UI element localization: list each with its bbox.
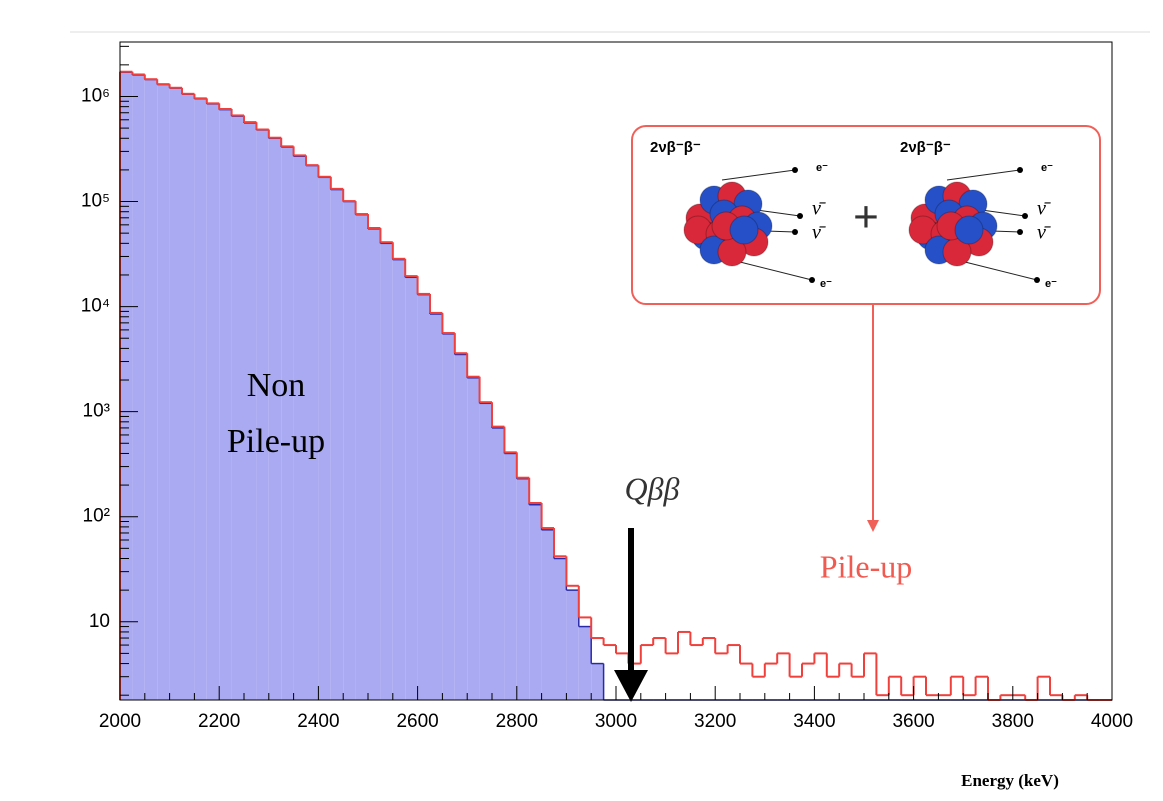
bar bbox=[132, 75, 145, 700]
annotation: Non bbox=[247, 367, 306, 404]
bar bbox=[293, 156, 306, 700]
bar bbox=[504, 453, 517, 700]
bar bbox=[541, 529, 554, 700]
x-tick-label: 3200 bbox=[694, 711, 736, 732]
x-axis-label: Energy (keV) bbox=[961, 771, 1059, 790]
particle bbox=[1017, 229, 1023, 235]
x-tick-label: 2400 bbox=[297, 711, 339, 732]
nucleon bbox=[729, 215, 759, 245]
inset-connector-head bbox=[867, 520, 879, 532]
nucleon bbox=[954, 215, 984, 245]
bar bbox=[194, 98, 207, 701]
bar bbox=[231, 116, 244, 700]
bar bbox=[442, 333, 455, 700]
particle bbox=[797, 213, 803, 219]
particle bbox=[1034, 277, 1040, 283]
bar bbox=[405, 277, 418, 700]
bar bbox=[492, 427, 505, 700]
bar bbox=[219, 109, 232, 700]
particle-track bbox=[946, 169, 1021, 181]
plot-area: 2000 2200 2400 2600 2800 3000 3200 3400 3600 3800… bbox=[81, 41, 1133, 732]
bar bbox=[120, 72, 133, 700]
y-tick-label: 10 bbox=[89, 611, 110, 632]
bar bbox=[343, 201, 356, 700]
bar bbox=[516, 478, 530, 700]
x-tick-label: 2600 bbox=[396, 711, 438, 732]
bar bbox=[318, 177, 331, 700]
annotation: Pile-up bbox=[227, 423, 325, 460]
bar bbox=[454, 354, 468, 700]
bar bbox=[529, 504, 542, 700]
y-tick-label: 10⁶ bbox=[81, 85, 110, 106]
bar bbox=[182, 94, 195, 701]
bar bbox=[392, 259, 406, 700]
electron-label: e⁻ bbox=[1041, 162, 1053, 174]
x-tick-label: 2800 bbox=[496, 711, 538, 732]
inset-box bbox=[631, 125, 1101, 305]
x-tick-label: 3400 bbox=[793, 711, 835, 732]
electron-label: e⁻ bbox=[816, 162, 828, 174]
x-tick-label: 3000 bbox=[595, 711, 637, 732]
bar bbox=[306, 165, 319, 700]
particle bbox=[792, 229, 798, 235]
bar bbox=[330, 189, 344, 701]
bar bbox=[169, 88, 182, 701]
inset-label: 2νβ⁻β⁻ bbox=[650, 139, 701, 156]
bar bbox=[578, 626, 592, 700]
bar bbox=[268, 138, 282, 701]
x-tick-label: 3800 bbox=[992, 711, 1034, 732]
electron-label: e⁻ bbox=[820, 278, 832, 290]
bar bbox=[157, 84, 170, 700]
y-tick-label: 10⁵ bbox=[81, 191, 110, 212]
annotation: Pile-up bbox=[820, 548, 912, 584]
bar bbox=[430, 314, 443, 700]
particle bbox=[1022, 213, 1028, 219]
bar bbox=[479, 403, 492, 700]
bar bbox=[256, 129, 269, 700]
bar bbox=[566, 590, 579, 700]
x-tick-label: 2200 bbox=[198, 711, 240, 732]
bar bbox=[144, 79, 158, 701]
particle-track bbox=[721, 169, 796, 181]
x-tick-label: 2000 bbox=[99, 711, 141, 732]
bar bbox=[355, 214, 368, 700]
particle bbox=[809, 277, 815, 283]
bar bbox=[281, 147, 294, 700]
y-tick-label: 10² bbox=[83, 506, 110, 527]
bar bbox=[380, 243, 393, 700]
bar bbox=[417, 294, 430, 700]
bar bbox=[554, 558, 567, 700]
x-tick-label: 3600 bbox=[892, 711, 934, 732]
particle bbox=[1017, 167, 1023, 173]
bar bbox=[467, 377, 480, 700]
y-tick-label: 10⁴ bbox=[81, 296, 110, 317]
annotation: Qββ bbox=[625, 470, 680, 506]
inset: 2νβ⁻β⁻e⁻e⁻ν̄ν̄2νβ⁻β⁻e⁻e⁻ν̄ν̄+ bbox=[650, 139, 1057, 290]
inset-plus: + bbox=[853, 193, 879, 242]
x-tick-label: 4000 bbox=[1091, 711, 1133, 732]
particle bbox=[792, 167, 798, 173]
bar bbox=[591, 663, 604, 700]
bar bbox=[244, 122, 257, 700]
q-arrow-head bbox=[614, 670, 648, 702]
electron-label: e⁻ bbox=[1045, 278, 1057, 290]
inset-label: 2νβ⁻β⁻ bbox=[900, 139, 951, 156]
bar bbox=[368, 228, 381, 700]
y-tick-label: 10³ bbox=[83, 401, 110, 422]
bar bbox=[206, 103, 220, 701]
